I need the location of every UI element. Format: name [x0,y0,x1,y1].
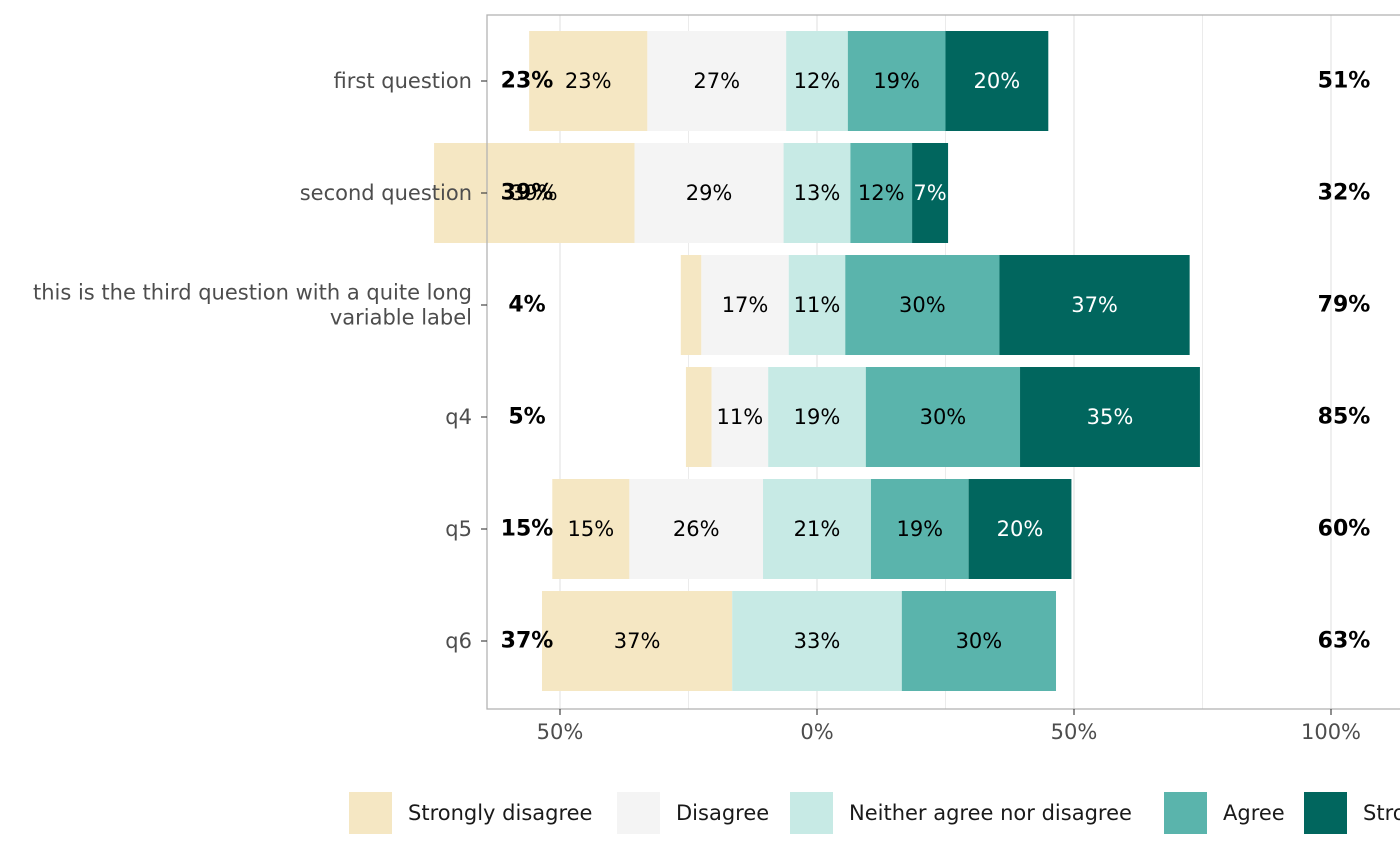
bar-label-2-agree: 12% [858,181,905,205]
bar-label-6-agree: 30% [956,629,1003,653]
bar-2-neither-agree-nor-disagree [783,143,851,243]
y-label-4: q4 [445,405,472,429]
legend-key-strongly-agree [1304,792,1347,834]
bar-5-strongly-agree [968,479,1072,579]
bar-label-3-disagree: 17% [722,293,769,317]
bar-3-strongly-disagree [680,255,702,355]
bar-5-neither-agree-nor-disagree [763,479,871,579]
bar-label-2-strongly-disagree: 39% [511,181,558,205]
bar-label-3-strongly-agree: 37% [1071,293,1118,317]
bar-5-agree [870,479,969,579]
bar-3-agree [845,255,1000,355]
total-right-5: 60% [1318,517,1371,542]
bar-label-2-disagree: 29% [686,181,733,205]
bar-5-disagree [629,479,764,579]
bar-1-disagree [647,31,787,131]
x-tick-label-4: 100% [1301,720,1361,744]
bar-3-strongly-agree [999,255,1190,355]
bar-4-disagree [711,367,769,467]
total-right-6: 63% [1318,629,1371,654]
totals-layer: 23% 51% 39% 32% 4% 79% 5% 85% 15% 60% 37% 63% [501,69,1371,654]
panel-border [486,14,1400,710]
y-label-3-line-1: this is the third question with a quite … [33,281,472,305]
bar-4-strongly-disagree [685,367,712,467]
bar-3-neither-agree-nor-disagree [788,255,846,355]
bar-4-agree [865,367,1021,467]
total-left-4: 5% [508,405,545,430]
bar-6-neither-agree-nor-disagree [732,591,902,691]
total-left-5: 15% [501,517,554,542]
bar-4-neither-agree-nor-disagree [768,367,866,467]
bar-label-3-neither-agree-nor-disagree: 11% [794,293,841,317]
bar-1-agree [847,31,946,131]
bar-label-1-neither-agree-nor-disagree: 12% [794,69,841,93]
legend-key-neither-agree-nor-disagree [790,792,833,834]
bar-label-5-neither-agree-nor-disagree: 21% [794,517,841,541]
bar-label-6-neither-agree-nor-disagree: 33% [794,629,841,653]
legend-label-neither-agree-nor-disagree: Neither agree nor disagree [849,801,1132,825]
total-right-4: 85% [1318,405,1371,430]
bar-label-5-strongly-agree: 20% [997,517,1044,541]
y-label-1: first question [334,69,472,93]
bar-label-4-neither-agree-nor-disagree: 19% [794,405,841,429]
total-left-2: 39% [501,181,554,206]
legend-label-strongly-agree: Strongly agree [1363,801,1400,825]
x-tick-label-3: 50% [1051,720,1098,744]
bar-2-agree [850,143,913,243]
bar-1-strongly-disagree [529,31,648,131]
x-axis: 50% 0% 50% 100% [537,709,1361,744]
bars-layer: 23% 27% 12% 19% 20% 39% 29% 13% 12% 7% 17% 11% 30% 37… [434,31,1200,691]
bar-2-strongly-agree [912,143,949,243]
bar-3-disagree [701,255,789,355]
legend-key-strongly-disagree [349,792,392,834]
bar-label-5-disagree: 26% [673,517,720,541]
bar-1-neither-agree-nor-disagree [786,31,848,131]
bar-2-strongly-disagree [434,143,635,243]
bar-label-1-strongly-disagree: 23% [565,69,612,93]
bar-label-4-strongly-agree: 35% [1087,405,1134,429]
bar-1-strongly-agree [945,31,1049,131]
bar-label-6-strongly-disagree: 37% [614,629,661,653]
total-left-6: 37% [501,629,554,654]
total-right-2: 32% [1318,181,1371,206]
bar-label-2-neither-agree-nor-disagree: 13% [794,181,841,205]
bar-6-strongly-disagree [542,591,733,691]
bar-label-4-agree: 30% [920,405,967,429]
total-left-3: 4% [508,293,545,318]
legend-key-agree [1164,792,1207,834]
x-tick-label-2: 0% [800,720,833,744]
y-label-5: q5 [445,517,472,541]
bar-label-4-disagree: 11% [717,405,764,429]
legend: Strongly disagree Disagree Neither agree n… [349,792,1400,834]
bar-label-5-strongly-disagree: 15% [567,517,614,541]
y-label-3-line-2: variable label [330,306,472,330]
bar-2-disagree [634,143,784,243]
bar-label-2-strongly-agree: 7% [913,181,946,205]
legend-key-disagree [617,792,660,834]
total-right-3: 79% [1318,293,1371,318]
legend-label-agree: Agree [1223,801,1285,825]
bar-4-strongly-agree [1020,367,1200,467]
total-left-1: 23% [501,69,554,94]
y-label-6: q6 [445,629,472,653]
y-label-2: second question [300,181,472,205]
y-axis: first question second question this is the… [33,69,487,653]
x-tick-label-1: 50% [537,720,584,744]
bar-label-3-agree: 30% [899,293,946,317]
bar-6-agree [901,591,1057,691]
bar-label-1-disagree: 27% [693,69,740,93]
bar-label-5-agree: 19% [896,517,943,541]
legend-label-disagree: Disagree [676,801,769,825]
bar-5-strongly-disagree [552,479,630,579]
bar-label-1-agree: 19% [873,69,920,93]
total-right-1: 51% [1318,69,1371,94]
bar-label-1-strongly-agree: 20% [974,69,1021,93]
legend-label-strongly-disagree: Strongly disagree [408,801,592,825]
